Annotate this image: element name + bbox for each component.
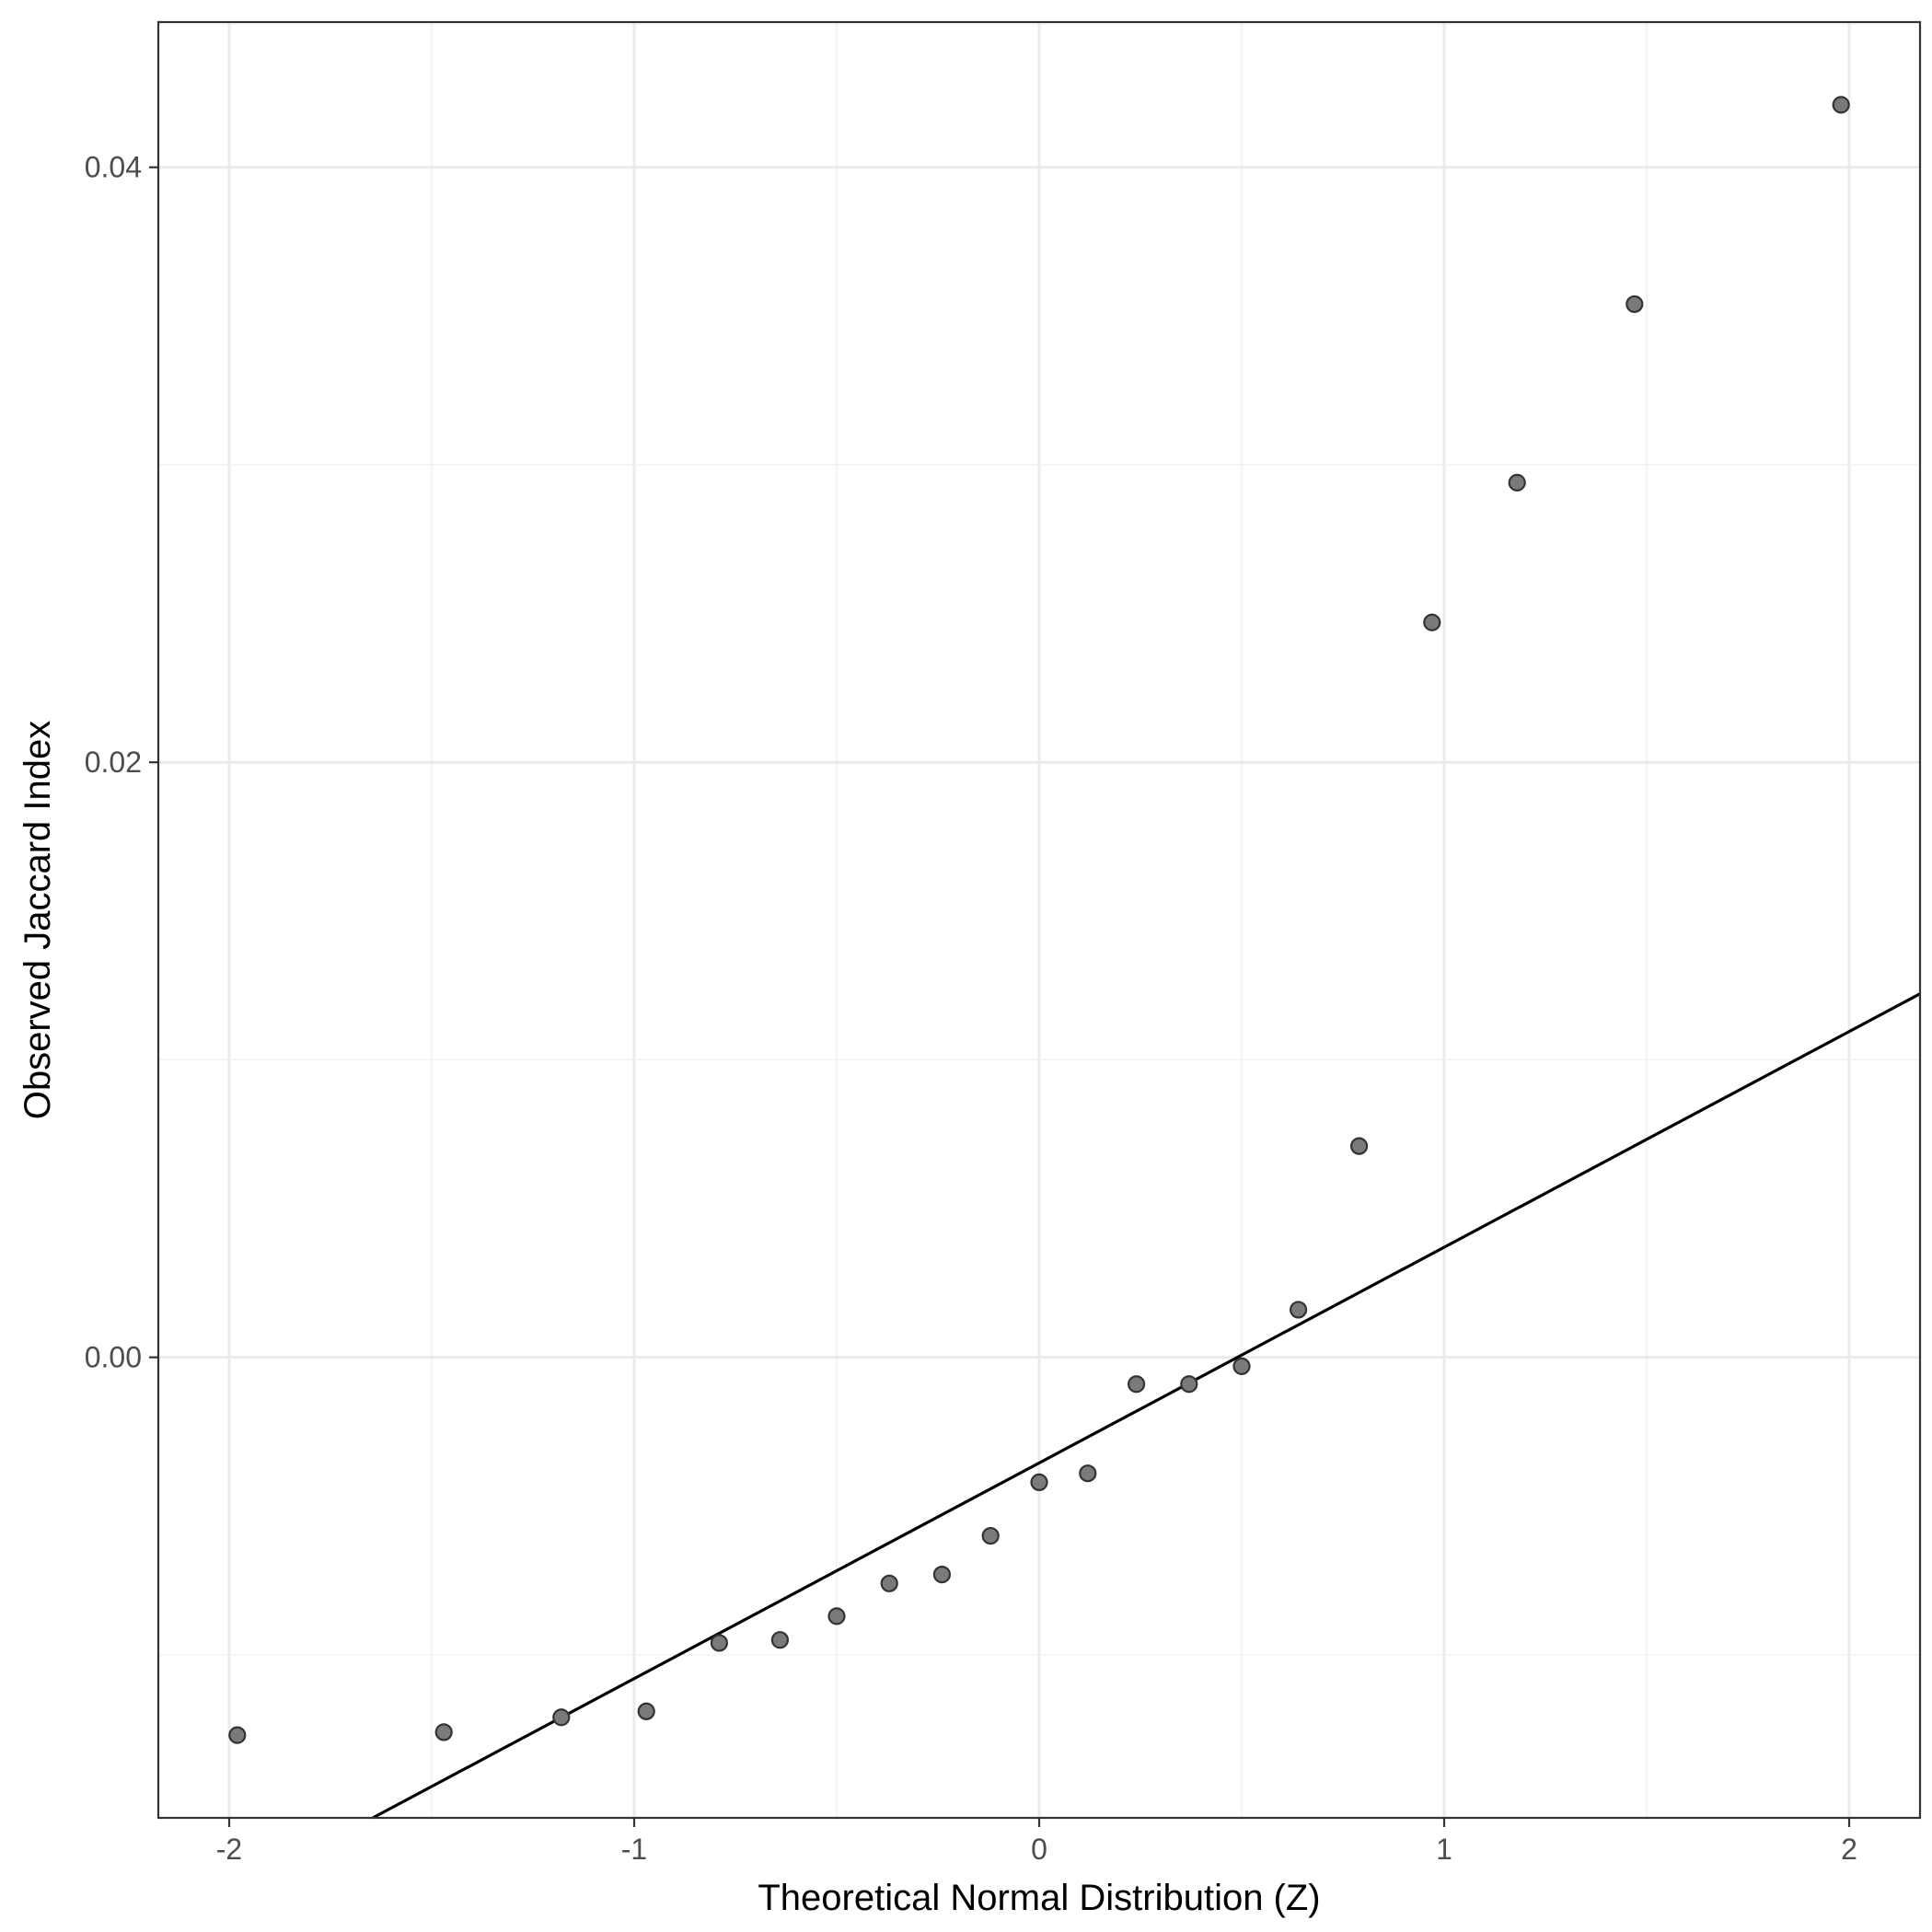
x-axis-title: Theoretical Normal Distribution (Z) (758, 1878, 1320, 1918)
data-point (637, 1702, 655, 1720)
major-gridlines (158, 22, 1920, 1818)
data-point (1349, 1137, 1369, 1155)
data-point (981, 1526, 1000, 1545)
x-tick-label: -1 (621, 1833, 647, 1866)
data-point (1030, 1473, 1048, 1491)
y-axis-title: Observed Jaccard Index (17, 721, 58, 1120)
data-point (1289, 1301, 1308, 1319)
x-tick-label: -2 (216, 1833, 242, 1866)
x-tick-label: 2 (1841, 1833, 1857, 1866)
y-tick-label: 0.02 (85, 746, 142, 779)
data-point (1832, 96, 1850, 114)
data-point (1508, 473, 1526, 492)
data-point (932, 1566, 952, 1584)
reference-line (372, 992, 1921, 1820)
data-point (880, 1574, 898, 1592)
y-axis-ticks: 0.00 0.02 0.04 (85, 151, 158, 1374)
data-point (552, 1708, 571, 1727)
data-point (1232, 1357, 1251, 1375)
data-point (770, 1631, 790, 1649)
data-points (228, 96, 1850, 1744)
data-point (1625, 295, 1644, 314)
data-point (228, 1726, 247, 1744)
data-point (710, 1634, 729, 1652)
data-point (1180, 1375, 1198, 1394)
data-point (827, 1607, 846, 1625)
x-axis-ticks: -2 -1 0 1 2 (216, 1818, 1857, 1866)
data-point (1423, 613, 1441, 631)
y-tick-label: 0.00 (85, 1341, 142, 1374)
data-point (1127, 1375, 1146, 1394)
reference-line-layer (372, 992, 1921, 1820)
data-point (434, 1723, 453, 1741)
x-tick-label: 1 (1436, 1833, 1452, 1866)
y-tick-label: 0.04 (85, 151, 142, 184)
x-tick-label: 0 (1031, 1833, 1047, 1866)
data-point (1079, 1464, 1097, 1483)
